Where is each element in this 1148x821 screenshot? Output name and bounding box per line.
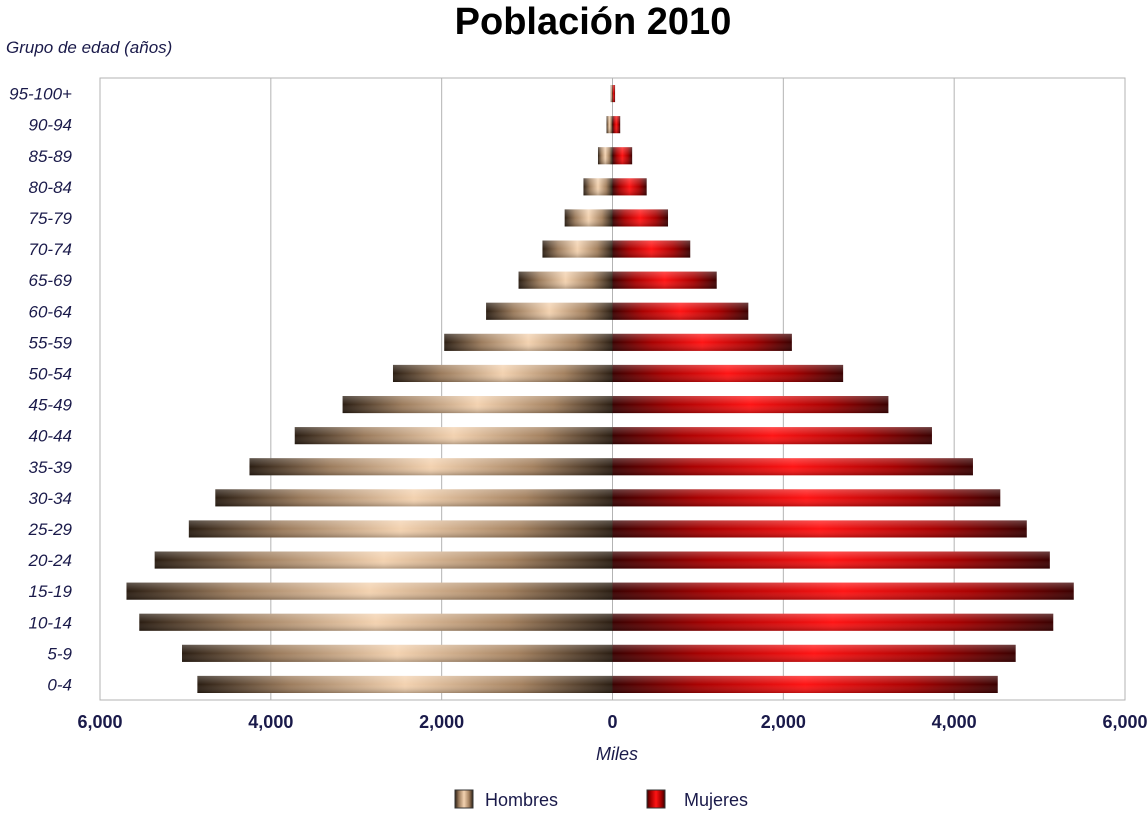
y-tick-label: 85-89: [29, 147, 73, 166]
bar-mujeres-shade-40-44: [612, 427, 932, 445]
bar-hombres-shade-5-9: [182, 644, 613, 662]
y-tick-label: 90-94: [29, 116, 72, 135]
y-tick-label: 70-74: [29, 240, 72, 259]
y-tick-label: 5-9: [47, 644, 72, 663]
x-tick-label: 2,000: [419, 712, 464, 732]
bar-hombres-shade-30-34: [215, 489, 613, 507]
y-tick-label: 40-44: [29, 427, 72, 446]
y-tick-label: 65-69: [29, 271, 73, 290]
bar-hombres-shade-35-39: [249, 458, 613, 476]
bars: [126, 84, 1074, 694]
bar-hombres-shade-80-84: [583, 178, 613, 196]
y-tick-label: 15-19: [29, 582, 73, 601]
legend-label-mujeres: Mujeres: [684, 790, 748, 810]
x-axis-label: Miles: [596, 744, 638, 764]
bar-mujeres-shade-25-29: [612, 520, 1027, 538]
bar-mujeres-shade-30-34: [612, 489, 1001, 507]
bar-hombres-shade-20-24: [154, 551, 613, 569]
bar-mujeres-shade-95-100+: [612, 84, 616, 103]
legend-swatch-hombres: [454, 789, 474, 809]
y-tick-label: 30-34: [29, 489, 72, 508]
x-tick-label: 4,000: [932, 712, 977, 732]
bar-mujeres-shade-5-9: [612, 644, 1016, 662]
legend-item-mujeres: Mujeres: [646, 789, 748, 810]
bar-mujeres-shade-45-49: [612, 395, 889, 414]
x-tick-labels: 6,000 4,000 2,000 0 2,000 4,000 6,000: [77, 712, 1147, 732]
bar-mujeres-shade-75-79: [612, 209, 669, 227]
y-tick-label: 25-29: [28, 520, 73, 539]
chart-title: Población 2010: [455, 1, 732, 43]
y-tick-label: 20-24: [28, 551, 72, 570]
bar-hombres-shade-40-44: [294, 427, 613, 445]
x-tick-label: 6,000: [1102, 712, 1147, 732]
bar-hombres-shade-0-4: [197, 675, 613, 694]
y-tick-label: 45-49: [29, 396, 73, 415]
bar-hombres-shade-25-29: [188, 520, 613, 538]
y-tick-labels: 0-4 5-9 10-14 15-19 20-24 25-29 30-34 35-39 40-4…: [9, 85, 72, 695]
y-tick-label: 35-39: [29, 458, 73, 477]
bar-hombres-shade-55-59: [444, 333, 613, 351]
x-tick-label: 2,000: [761, 712, 806, 732]
bar-mujeres-shade-55-59: [612, 333, 792, 351]
bar-hombres-shade-60-64: [486, 302, 613, 320]
y-tick-label: 55-59: [29, 333, 73, 352]
bar-hombres-shade-15-19: [126, 582, 613, 600]
legend-item-hombres: Hombres: [454, 789, 558, 810]
bar-mujeres-shade-15-19: [612, 582, 1074, 600]
bar-mujeres-shade-80-84: [612, 178, 647, 196]
bar-hombres-shade-50-54: [392, 364, 613, 383]
bar-hombres-shade-95-100+: [610, 84, 613, 103]
y-tick-label: 10-14: [29, 613, 72, 632]
bar-hombres-shade-45-49: [342, 395, 613, 414]
bar-hombres-shade-70-74: [542, 240, 613, 258]
bar-hombres-shade-75-79: [564, 209, 613, 227]
x-tick-label: 4,000: [248, 712, 293, 732]
legend-swatch-mujeres: [646, 789, 666, 809]
bar-mujeres-shade-50-54: [612, 364, 844, 383]
bar-mujeres-shade-65-69: [612, 271, 717, 289]
grid-lines: [270, 78, 955, 700]
legend-label-hombres: Hombres: [485, 790, 558, 810]
bar-hombres-shade-10-14: [139, 613, 613, 631]
y-tick-label: 50-54: [29, 364, 72, 383]
bar-hombres-shade-85-89: [597, 147, 613, 165]
bar-mujeres-shade-90-94: [612, 116, 621, 134]
bar-hombres-shade-90-94: [606, 116, 613, 134]
y-tick-label: 60-64: [29, 302, 72, 321]
x-tick-label: 0: [607, 712, 617, 732]
bar-mujeres-shade-60-64: [612, 302, 749, 320]
legend: Hombres Mujeres: [454, 789, 748, 810]
y-tick-label: 80-84: [29, 178, 72, 197]
y-tick-label: 75-79: [29, 209, 73, 228]
bar-mujeres-shade-20-24: [612, 551, 1050, 569]
y-axis-label: Grupo de edad (años): [6, 38, 172, 57]
x-tick-label: 6,000: [77, 712, 122, 732]
bar-mujeres-shade-0-4: [612, 675, 998, 694]
bar-mujeres-shade-35-39: [612, 458, 973, 476]
bar-mujeres-shade-10-14: [612, 613, 1054, 631]
y-tick-label: 0-4: [47, 675, 72, 694]
bar-mujeres-shade-70-74: [612, 240, 691, 258]
bar-hombres-shade-65-69: [518, 271, 613, 289]
y-tick-label: 95-100+: [9, 85, 72, 104]
bar-mujeres-shade-85-89: [612, 147, 633, 165]
